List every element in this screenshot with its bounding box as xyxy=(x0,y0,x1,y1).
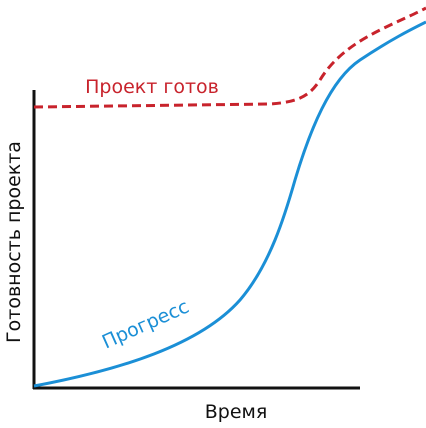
x-axis-label: Время xyxy=(205,401,268,423)
target-line xyxy=(33,6,426,109)
target-label: Проект готов xyxy=(85,76,219,98)
progress-curve xyxy=(33,20,426,388)
y-axis-label: Готовность проекта xyxy=(3,141,25,343)
